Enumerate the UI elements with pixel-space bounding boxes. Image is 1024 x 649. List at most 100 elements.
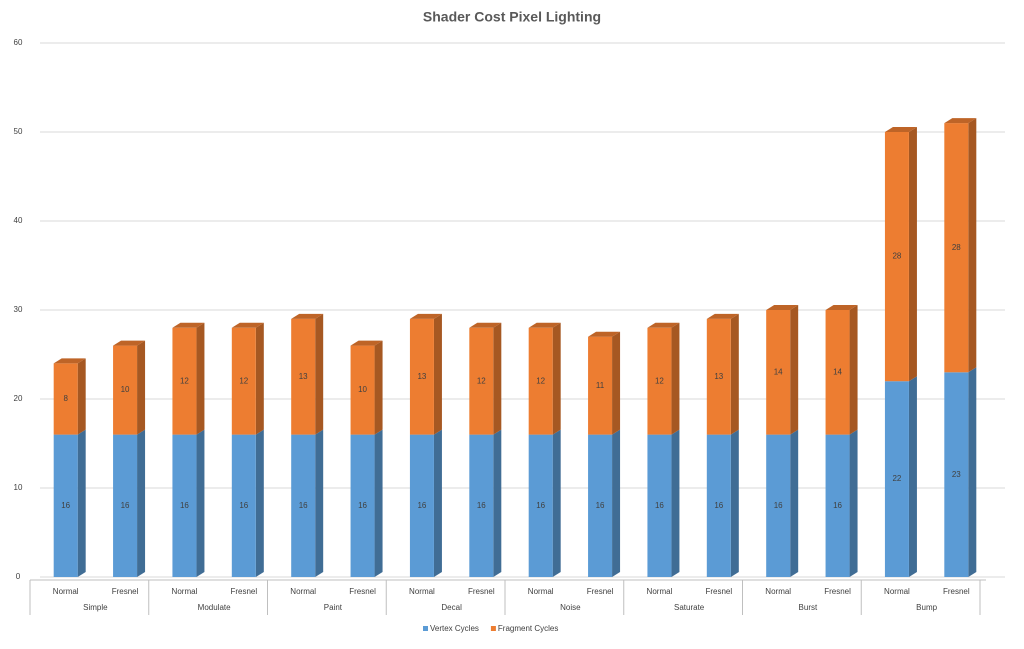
bar <box>944 123 969 373</box>
bar-side <box>552 322 561 435</box>
bar-top <box>113 340 146 346</box>
x-tick-label: Fresnel <box>230 587 257 596</box>
bar-top <box>647 322 680 328</box>
bar-side <box>433 313 442 435</box>
bar <box>53 363 78 435</box>
data-label: 12 <box>239 376 248 385</box>
bar <box>291 434 316 577</box>
data-label: 16 <box>714 501 723 510</box>
data-label: 16 <box>61 501 70 510</box>
data-label: 13 <box>417 372 426 381</box>
data-label: 23 <box>952 470 961 479</box>
group-label: Noise <box>560 603 581 612</box>
group-label: Modulate <box>198 603 231 612</box>
data-label: 12 <box>180 376 189 385</box>
group-label: Bump <box>916 603 937 612</box>
data-label: 8 <box>63 394 68 403</box>
bar-top <box>231 322 264 328</box>
bar <box>884 381 909 577</box>
data-label: 16 <box>239 501 248 510</box>
y-tick-label: 50 <box>14 127 23 136</box>
bar <box>291 318 316 435</box>
bar <box>766 310 791 435</box>
bar <box>469 327 494 435</box>
bar <box>172 327 197 435</box>
bar-top <box>172 322 205 328</box>
bar-top <box>469 322 502 328</box>
bar <box>409 434 434 577</box>
bar-top <box>409 313 442 319</box>
data-label: 16 <box>358 501 367 510</box>
bar-side <box>612 331 621 435</box>
bar <box>528 434 553 577</box>
data-label: 16 <box>299 501 308 510</box>
legend-label: Vertex Cycles <box>430 624 479 633</box>
bar-side <box>374 429 383 577</box>
bar-top <box>53 358 86 364</box>
x-tick-label: Normal <box>765 587 791 596</box>
bar-top <box>825 305 858 310</box>
bar-side <box>552 429 561 577</box>
y-tick-label: 0 <box>16 572 21 581</box>
bar <box>588 434 613 577</box>
bar-side <box>196 322 205 435</box>
x-tick-label: Fresnel <box>112 587 139 596</box>
bar-side <box>671 322 680 435</box>
data-label: 16 <box>180 501 189 510</box>
bar <box>172 434 197 577</box>
bar <box>409 318 434 435</box>
bar-side <box>433 429 442 577</box>
bar-top <box>706 313 739 319</box>
bar-side <box>790 429 799 577</box>
data-label: 14 <box>774 367 783 376</box>
legend-label: Fragment Cycles <box>498 624 558 633</box>
bar-side <box>315 313 324 435</box>
bar-side <box>730 313 739 435</box>
data-label: 16 <box>477 501 486 510</box>
y-tick-label: 20 <box>14 394 23 403</box>
bar-top <box>350 340 383 346</box>
group-label: Paint <box>324 603 343 612</box>
x-tick-label: Normal <box>53 587 79 596</box>
data-label: 14 <box>833 367 842 376</box>
y-tick-label: 60 <box>14 38 23 47</box>
data-label: 16 <box>833 501 842 510</box>
bar-side <box>374 340 383 435</box>
data-label: 16 <box>774 501 783 510</box>
bar <box>944 372 969 577</box>
x-tick-label: Normal <box>290 587 316 596</box>
y-tick-label: 40 <box>14 216 23 225</box>
data-label: 28 <box>952 243 961 252</box>
bar <box>647 327 672 435</box>
bar <box>825 434 850 577</box>
data-label: 10 <box>121 385 130 394</box>
bar-side <box>196 429 205 577</box>
x-tick-label: Fresnel <box>349 587 376 596</box>
data-label: 11 <box>596 381 605 390</box>
chart-title: Shader Cost Pixel Lighting <box>423 9 601 25</box>
bar-top <box>291 313 324 319</box>
x-tick-label: Fresnel <box>468 587 495 596</box>
bar-side <box>255 322 264 435</box>
bar-side <box>849 429 858 577</box>
data-label: 28 <box>892 252 901 261</box>
bar-side <box>968 367 977 577</box>
bar-top <box>766 305 799 310</box>
data-label: 10 <box>358 385 367 394</box>
bar-side <box>137 429 146 577</box>
bar-side <box>77 429 86 577</box>
x-tick-label: Normal <box>884 587 910 596</box>
data-label: 16 <box>121 501 130 510</box>
x-tick-label: Fresnel <box>943 587 970 596</box>
bar-side <box>77 358 86 435</box>
bar-side <box>493 429 502 577</box>
bar-side <box>137 340 146 435</box>
bar <box>53 434 78 577</box>
bar <box>113 434 138 577</box>
bar-side <box>790 305 799 435</box>
group-label: Decal <box>441 603 462 612</box>
x-tick-label: Fresnel <box>587 587 614 596</box>
bar <box>884 132 909 382</box>
